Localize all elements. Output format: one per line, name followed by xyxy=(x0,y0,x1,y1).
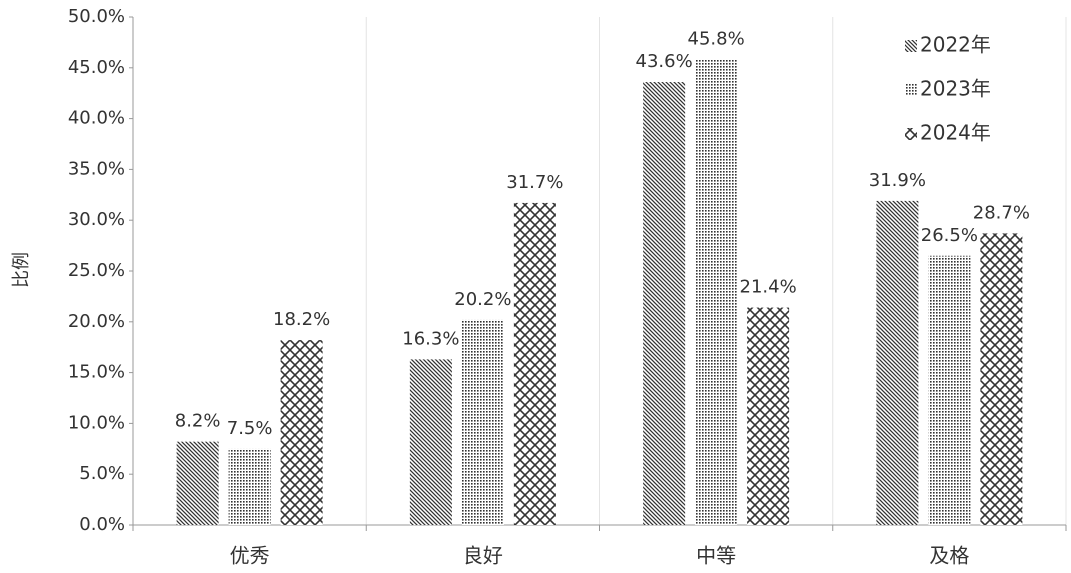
legend-swatch xyxy=(905,40,917,52)
bar xyxy=(461,319,504,525)
x-tick-label: 良好 xyxy=(463,544,503,568)
value-label: 26.5% xyxy=(921,225,978,246)
bar xyxy=(980,233,1023,525)
x-tick-label: 中等 xyxy=(696,544,736,568)
y-axis-title: 比例 xyxy=(11,252,32,288)
bar xyxy=(747,307,790,525)
bar xyxy=(643,82,686,526)
value-label: 16.3% xyxy=(402,328,459,349)
bar xyxy=(409,359,452,525)
bar xyxy=(695,59,738,526)
x-tick-label: 及格 xyxy=(929,544,969,568)
value-label: 7.5% xyxy=(227,418,273,439)
value-label: 20.2% xyxy=(454,289,511,310)
y-tick-label: 40.0% xyxy=(68,108,125,129)
value-label: 45.8% xyxy=(688,29,745,50)
value-label: 31.9% xyxy=(869,170,926,191)
y-tick-label: 5.0% xyxy=(79,463,125,484)
value-label: 31.7% xyxy=(506,172,563,193)
value-label: 43.6% xyxy=(636,51,693,72)
legend-swatch xyxy=(905,84,917,96)
y-tick-label: 50.0% xyxy=(68,6,125,27)
y-tick-label: 35.0% xyxy=(68,158,125,179)
value-label: 28.7% xyxy=(973,202,1030,223)
y-tick-label: 45.0% xyxy=(68,57,125,78)
value-label: 8.2% xyxy=(175,411,221,432)
legend-swatch xyxy=(905,128,917,140)
y-tick-label: 20.0% xyxy=(68,311,125,332)
x-tick-label: 优秀 xyxy=(230,544,270,568)
bar xyxy=(228,448,271,525)
bar xyxy=(876,200,919,525)
legend-label: 2022年 xyxy=(920,33,991,57)
legend-label: 2024年 xyxy=(920,121,991,145)
legend-label: 2023年 xyxy=(920,77,991,101)
bar xyxy=(928,255,971,525)
y-tick-label: 25.0% xyxy=(68,260,125,281)
y-tick-label: 30.0% xyxy=(68,209,125,230)
value-label: 21.4% xyxy=(740,277,797,298)
bar xyxy=(513,202,556,526)
y-tick-label: 0.0% xyxy=(79,514,125,535)
bar xyxy=(176,441,219,525)
bar xyxy=(280,340,323,525)
value-label: 18.2% xyxy=(273,309,330,330)
y-tick-label: 10.0% xyxy=(68,412,125,433)
y-tick-label: 15.0% xyxy=(68,362,125,383)
